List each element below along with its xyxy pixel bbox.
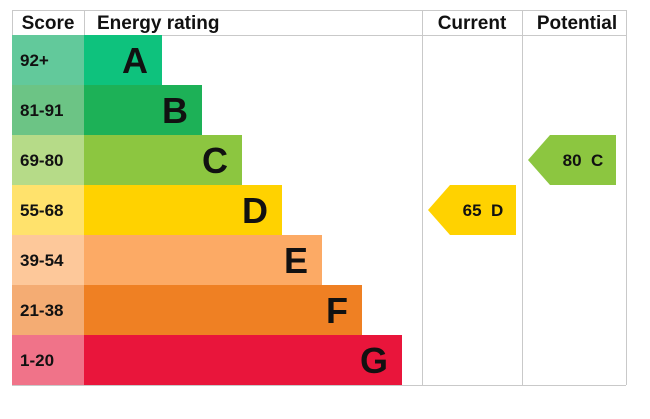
current-rating-arrow	[428, 185, 516, 235]
band-letter-g: G	[360, 340, 388, 381]
score-header: Score	[22, 13, 75, 34]
score-cell-d	[12, 185, 84, 235]
band-letter-b: B	[162, 90, 188, 131]
score-label-d: 55-68	[20, 201, 63, 220]
score-label-b: 81-91	[20, 101, 63, 120]
band-letter-c: C	[202, 140, 228, 181]
band-letter-a: A	[122, 40, 148, 81]
current-header: Current	[438, 13, 507, 34]
score-label-f: 21-38	[20, 301, 63, 320]
band-bar-a	[84, 35, 162, 85]
score-label-e: 39-54	[20, 251, 64, 270]
score-cell-c	[12, 135, 84, 185]
band-bar-c	[84, 135, 242, 185]
score-cell-f	[12, 285, 84, 335]
score-label-a: 92+	[20, 51, 49, 70]
rating-bands: 92+ A 81-91 B 69-80 C 55-68 D 39-54 E 21-38 F 1-20 G	[12, 35, 402, 385]
score-label-c: 69-80	[20, 151, 63, 170]
score-cell-g	[12, 335, 84, 385]
band-bar-g	[84, 335, 402, 385]
energy-rating-header: Energy rating	[97, 13, 219, 34]
score-cell-b	[12, 85, 84, 135]
band-letter-f: F	[326, 290, 348, 331]
score-cell-a	[12, 35, 84, 85]
current-rating-label: 65 D	[463, 201, 504, 220]
potential-rating-arrow	[528, 135, 616, 185]
band-bar-f	[84, 285, 362, 335]
score-cell-e	[12, 235, 84, 285]
header-row: Score Energy rating Current Potential	[22, 13, 618, 34]
band-bar-b	[84, 85, 202, 135]
rating-indicators: 65 D 80 C	[428, 135, 616, 235]
score-label-g: 1-20	[20, 351, 54, 370]
potential-rating-label: 80 C	[563, 151, 604, 170]
band-letter-d: D	[242, 190, 268, 231]
band-bar-e	[84, 235, 322, 285]
band-bar-d	[84, 185, 282, 235]
band-letter-e: E	[284, 240, 308, 281]
potential-header: Potential	[537, 13, 617, 34]
